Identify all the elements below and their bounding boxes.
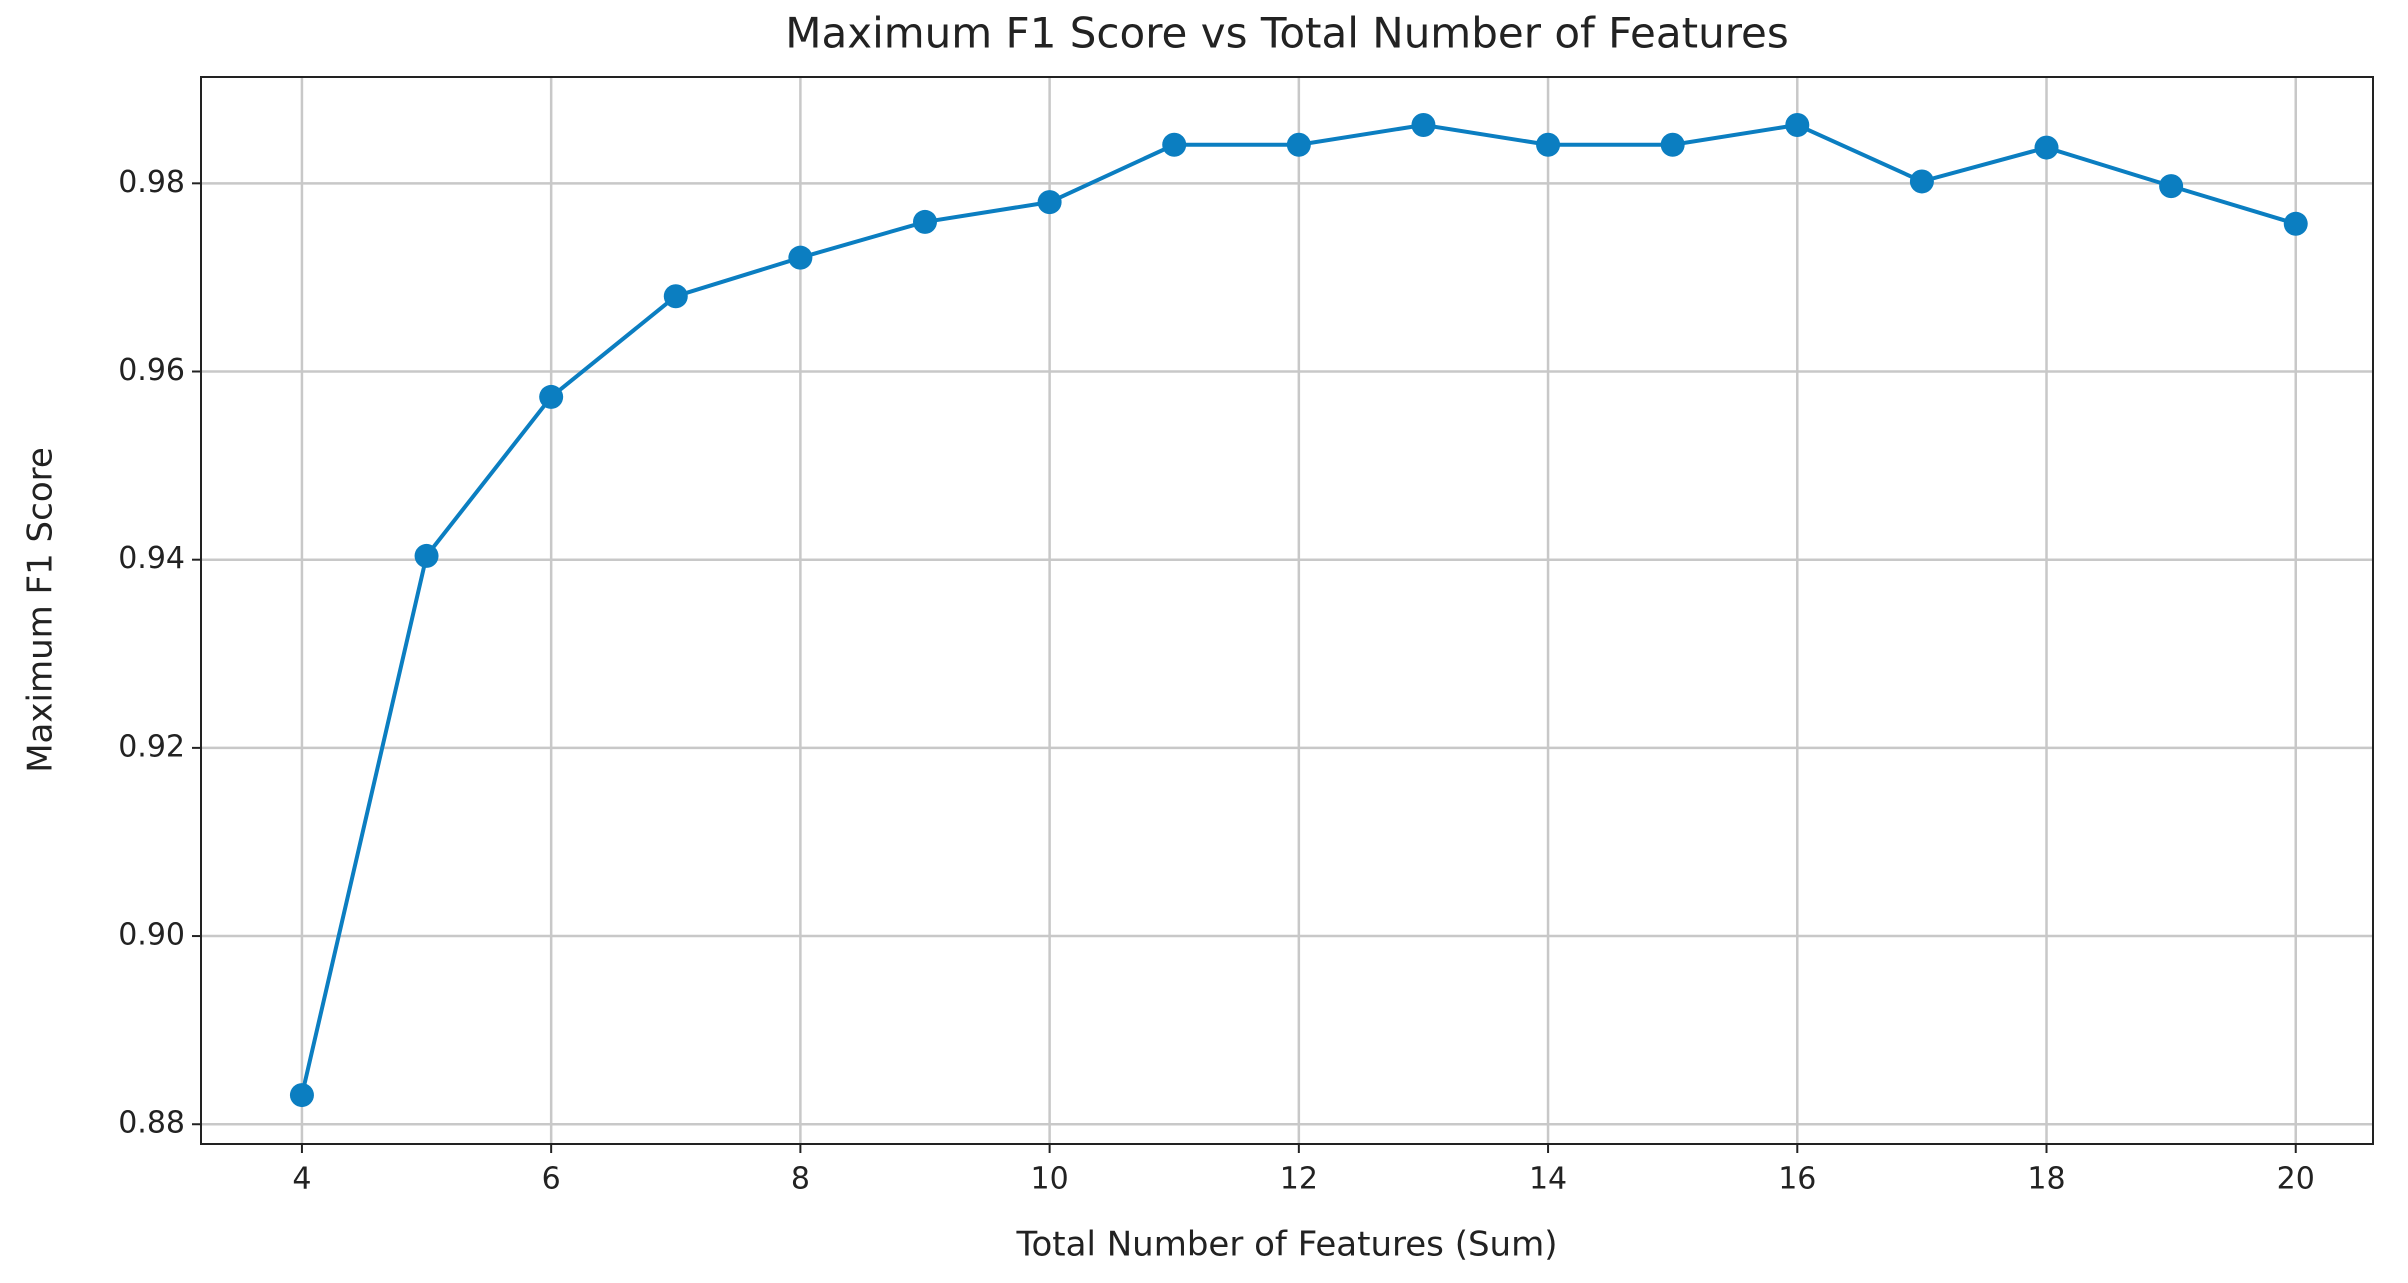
y-tick-label: 0.96 — [118, 353, 185, 388]
data-point — [414, 543, 439, 568]
y-tick-label: 0.92 — [118, 729, 185, 764]
x-tick-label: 12 — [1280, 1162, 1318, 1197]
data-point — [913, 209, 937, 234]
y-axis-label: Maximum F1 Score — [21, 447, 61, 773]
y-tick-label: 0.88 — [118, 1106, 185, 1141]
data-point — [1286, 132, 1311, 157]
y-tick-label: 0.90 — [118, 918, 185, 953]
data-point — [289, 1083, 314, 1108]
data-point — [1162, 132, 1187, 157]
y-tick-label: 0.94 — [118, 541, 185, 576]
data-point — [2283, 211, 2308, 236]
data-point — [2159, 174, 2184, 199]
data-point — [1660, 132, 1685, 157]
data-point — [788, 245, 813, 270]
data-point — [1909, 169, 1934, 194]
data-point — [1536, 132, 1561, 157]
data-point — [1785, 112, 1810, 137]
x-tick-label: 8 — [791, 1162, 810, 1197]
data-point — [539, 384, 564, 409]
x-tick-label: 18 — [2027, 1162, 2065, 1197]
x-tick-label: 10 — [1031, 1162, 1069, 1197]
x-tick-label: 20 — [2277, 1162, 2315, 1197]
data-point — [1037, 190, 1062, 215]
data-point — [663, 284, 688, 309]
x-axis-label: Total Number of Features (Sum) — [1016, 1225, 1558, 1265]
x-tick-label: 4 — [292, 1162, 311, 1197]
data-point — [1411, 112, 1436, 137]
x-tick-label: 14 — [1529, 1162, 1567, 1197]
x-tick-label: 16 — [1778, 1162, 1816, 1197]
plot-frame — [200, 76, 2374, 1145]
y-tick-label: 0.98 — [118, 165, 185, 200]
chart-title: Maximum F1 Score vs Total Number of Feat… — [785, 9, 1789, 58]
data-point — [2034, 135, 2059, 160]
x-tick-label: 6 — [542, 1162, 561, 1197]
